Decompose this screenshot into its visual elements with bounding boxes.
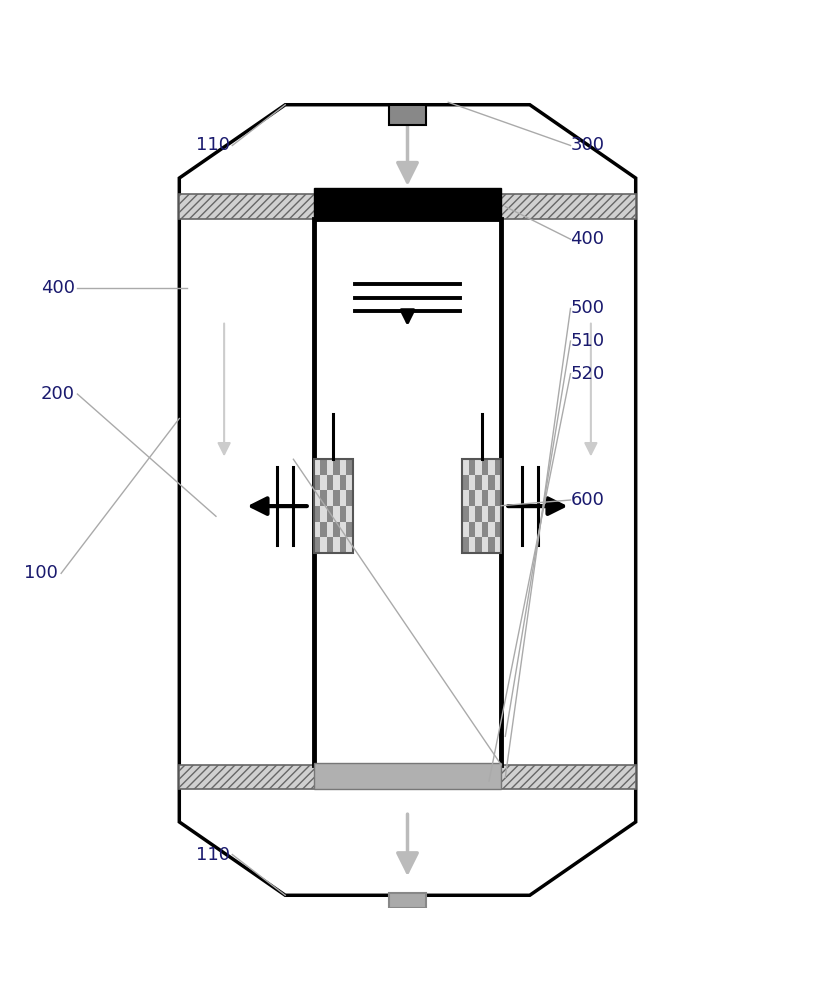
- Bar: [475, 506, 482, 522]
- Bar: [320, 459, 327, 475]
- Bar: [482, 506, 488, 522]
- Bar: [314, 537, 320, 553]
- Bar: [314, 219, 501, 765]
- Bar: [475, 459, 482, 475]
- Bar: [320, 506, 327, 522]
- Bar: [333, 506, 340, 522]
- Bar: [462, 490, 469, 506]
- Bar: [340, 490, 346, 506]
- Bar: [327, 537, 333, 553]
- Bar: [475, 490, 482, 506]
- Text: 110: 110: [196, 136, 230, 154]
- Text: 600: 600: [570, 491, 605, 509]
- Bar: [340, 459, 346, 475]
- Bar: [475, 522, 482, 537]
- Bar: [314, 459, 320, 475]
- Bar: [320, 537, 327, 553]
- Bar: [495, 537, 501, 553]
- Text: 200: 200: [41, 385, 75, 403]
- Bar: [488, 537, 495, 553]
- Bar: [340, 506, 346, 522]
- Bar: [346, 506, 353, 522]
- Bar: [469, 475, 475, 490]
- Bar: [340, 522, 346, 537]
- Bar: [314, 459, 353, 553]
- Bar: [475, 537, 482, 553]
- Text: 110: 110: [196, 846, 230, 864]
- Bar: [495, 475, 501, 490]
- Bar: [390, 893, 425, 908]
- Bar: [488, 459, 495, 475]
- Bar: [327, 522, 333, 537]
- Text: 510: 510: [570, 332, 605, 350]
- Bar: [314, 490, 320, 506]
- Bar: [462, 522, 469, 537]
- Bar: [488, 475, 495, 490]
- Bar: [482, 490, 488, 506]
- Bar: [488, 506, 495, 522]
- Polygon shape: [179, 105, 636, 895]
- Bar: [314, 763, 501, 789]
- Bar: [346, 522, 353, 537]
- Bar: [469, 506, 475, 522]
- Bar: [390, 105, 425, 125]
- Bar: [333, 459, 340, 475]
- Text: 300: 300: [570, 136, 605, 154]
- Text: 100: 100: [24, 564, 59, 582]
- Bar: [314, 475, 320, 490]
- Bar: [482, 537, 488, 553]
- Bar: [462, 506, 469, 522]
- Bar: [475, 475, 482, 490]
- Text: 520: 520: [570, 365, 605, 383]
- Bar: [314, 188, 501, 219]
- Bar: [482, 522, 488, 537]
- Bar: [346, 459, 353, 475]
- Bar: [469, 459, 475, 475]
- Bar: [320, 490, 327, 506]
- Bar: [469, 522, 475, 537]
- Bar: [462, 459, 501, 553]
- Bar: [314, 522, 320, 537]
- Bar: [488, 490, 495, 506]
- Bar: [462, 537, 469, 553]
- Bar: [469, 490, 475, 506]
- Bar: [327, 506, 333, 522]
- Text: 400: 400: [570, 230, 605, 248]
- Bar: [327, 490, 333, 506]
- Bar: [179, 765, 636, 789]
- Bar: [320, 522, 327, 537]
- Bar: [340, 537, 346, 553]
- Bar: [333, 490, 340, 506]
- Bar: [327, 459, 333, 475]
- Bar: [469, 537, 475, 553]
- Bar: [179, 194, 636, 219]
- Bar: [495, 459, 501, 475]
- Bar: [462, 475, 469, 490]
- Bar: [488, 522, 495, 537]
- Bar: [346, 537, 353, 553]
- Bar: [346, 490, 353, 506]
- Bar: [333, 475, 340, 490]
- Text: 400: 400: [41, 279, 75, 297]
- Bar: [314, 506, 320, 522]
- Bar: [495, 522, 501, 537]
- Bar: [482, 475, 488, 490]
- Bar: [333, 522, 340, 537]
- Bar: [346, 475, 353, 490]
- Bar: [320, 475, 327, 490]
- Bar: [495, 506, 501, 522]
- Bar: [340, 475, 346, 490]
- Text: 500: 500: [570, 299, 605, 317]
- Bar: [327, 475, 333, 490]
- Bar: [462, 459, 469, 475]
- Bar: [495, 490, 501, 506]
- Bar: [333, 537, 340, 553]
- Bar: [482, 459, 488, 475]
